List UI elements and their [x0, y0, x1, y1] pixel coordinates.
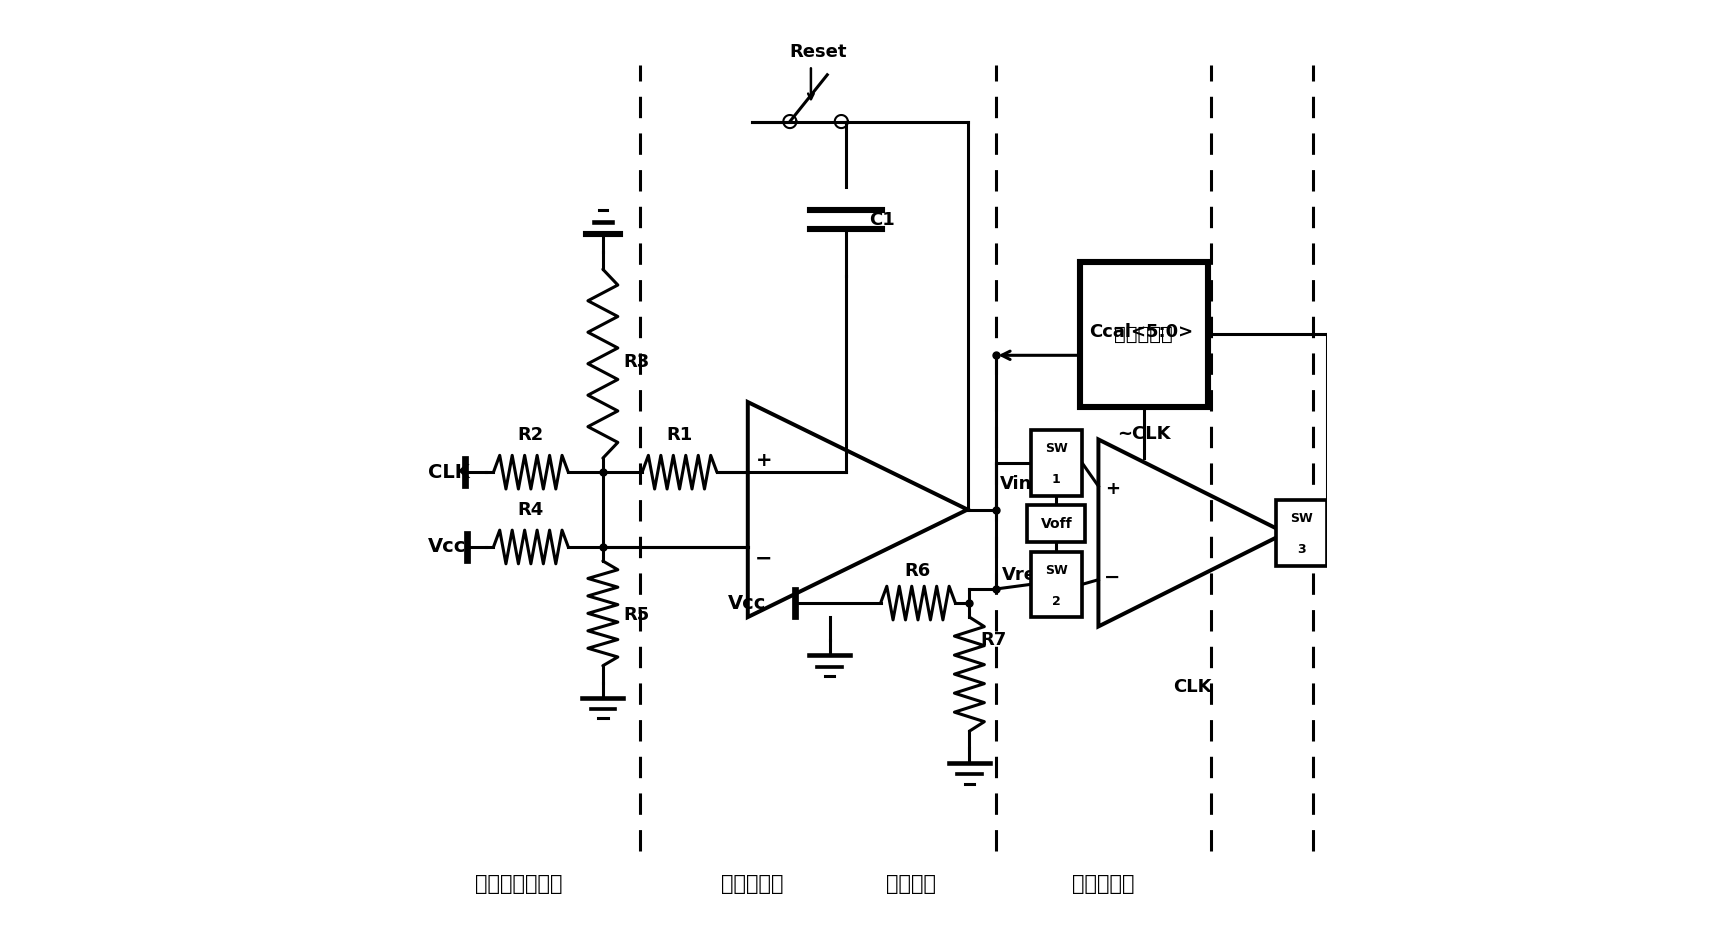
Text: CLK: CLK	[428, 463, 470, 482]
Text: Vcc: Vcc	[728, 594, 767, 612]
Text: 3: 3	[1297, 543, 1305, 556]
Text: R4: R4	[518, 501, 544, 519]
Text: R7: R7	[980, 631, 1006, 650]
Text: 开关电路: 开关电路	[886, 873, 936, 894]
Text: Vref: Vref	[1003, 567, 1046, 584]
Text: Ccal<5:0>: Ccal<5:0>	[1089, 324, 1194, 341]
Text: Voff: Voff	[1041, 517, 1072, 530]
FancyBboxPatch shape	[1027, 505, 1085, 542]
FancyBboxPatch shape	[1276, 500, 1328, 566]
Text: +: +	[755, 451, 772, 470]
FancyBboxPatch shape	[1030, 552, 1082, 617]
Text: Vinteg: Vinteg	[1001, 475, 1066, 493]
Text: 成比例电阻电路: 成比例电阻电路	[475, 873, 562, 894]
Text: R5: R5	[623, 606, 650, 624]
Text: 积分器电路: 积分器电路	[721, 873, 784, 894]
Text: R1: R1	[666, 426, 693, 444]
Text: CLK: CLK	[1173, 678, 1211, 696]
FancyBboxPatch shape	[1080, 262, 1207, 407]
Text: C1: C1	[869, 210, 894, 229]
Text: SW: SW	[1046, 564, 1068, 577]
Text: Reset: Reset	[789, 43, 848, 61]
Text: 数字控制器: 数字控制器	[1115, 324, 1173, 344]
Text: 2: 2	[1053, 595, 1061, 608]
FancyBboxPatch shape	[1030, 430, 1082, 496]
Text: R3: R3	[623, 353, 650, 371]
Text: ~CLK: ~CLK	[1116, 425, 1171, 443]
Text: R6: R6	[905, 562, 931, 580]
Text: SW: SW	[1290, 512, 1312, 525]
Text: 1: 1	[1053, 473, 1061, 486]
Text: Vcc: Vcc	[428, 538, 466, 556]
Text: +: +	[1104, 480, 1120, 498]
Text: SW: SW	[1046, 442, 1068, 455]
Text: 比较器电路: 比较器电路	[1072, 873, 1135, 894]
Text: −: −	[1104, 568, 1121, 586]
Text: R2: R2	[518, 426, 544, 444]
Text: −: −	[755, 549, 772, 568]
